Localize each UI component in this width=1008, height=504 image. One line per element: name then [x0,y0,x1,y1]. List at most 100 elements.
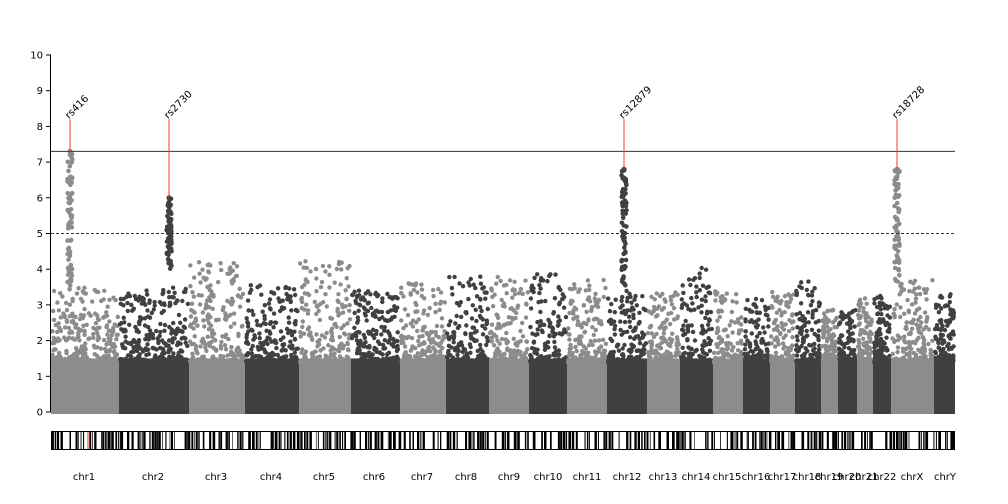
chromosome-points-chr21 [855,296,874,414]
snp-point [656,358,662,363]
chromosome-points-chr20 [836,308,858,414]
snp-point [464,351,470,356]
density-bar [334,432,336,449]
snp-point [301,331,307,336]
snp-point [466,280,471,285]
snp-point [377,341,382,347]
snp-point [106,353,111,358]
snp-point [857,297,863,302]
snp-point [428,349,433,354]
snp-point [273,340,278,345]
snp-point [489,322,495,327]
snp-point [93,359,99,364]
snp-point [192,320,197,325]
snp-point [496,321,501,327]
snp-point [153,359,158,365]
snp-point [290,343,295,348]
snp-point [743,329,748,334]
snp-point [894,200,900,206]
snp-point [415,328,420,334]
snp-point [58,328,63,334]
snp-point [417,359,422,364]
snp-point [227,271,232,276]
density-bar [239,432,242,449]
snp-point [917,330,923,335]
snp-point [54,355,59,360]
snp-point [337,334,342,340]
snp-point [738,351,744,357]
snp-point [933,350,939,356]
snp-point [594,359,600,364]
dense-points-chr20 [838,358,857,414]
snp-point [628,335,633,340]
snp-point [774,335,779,340]
chromosome-label-chr14: chr14 [682,472,711,483]
chromosome-label-chr12: chr12 [613,472,642,483]
snp-point [123,346,128,351]
snp-point [404,359,409,364]
snp-point [561,305,567,310]
snp-point [137,356,142,361]
snp-point [545,279,550,284]
snp-point [374,328,379,334]
snp-point [291,287,297,292]
snp-point [553,272,558,277]
snp-point [446,358,452,364]
snp-point [231,311,237,316]
snp-point [459,314,464,320]
y-tick-label: 6 [37,193,43,204]
snp-point [104,313,110,318]
snp-point [609,338,615,344]
snp-point [609,350,614,355]
snp-point [908,341,913,346]
density-bar [151,432,154,449]
chromosome-label-chr9: chr9 [498,472,520,483]
snp-point [729,319,734,324]
snp-point [308,269,313,274]
density-bar [154,432,157,449]
snp-point [401,326,406,331]
density-bar [92,432,93,449]
snp-point [751,356,756,361]
snp-point [108,336,113,342]
y-tick-label: 1 [37,372,43,383]
snp-point [689,323,694,328]
snp-point [489,339,495,344]
snp-point [735,317,741,322]
snp-point [379,324,384,330]
snp-point [603,341,609,346]
density-bar [790,432,793,449]
snp-point [382,346,388,351]
snp-point [436,286,441,292]
snp-point [572,286,577,291]
snp-point [448,319,453,324]
snp-point [697,271,702,276]
snp-point [795,338,800,343]
snp-point [745,351,750,356]
snp-point [824,316,829,321]
snp-point [821,331,826,336]
snp-point [924,297,929,302]
snp-point [631,343,636,348]
snp-point [305,308,311,313]
snp-point [942,327,948,333]
snp-point [654,348,659,353]
snp-point [414,320,419,325]
snp-point [591,332,596,338]
snp-point [353,298,358,304]
snp-point [109,333,115,338]
snp-point [258,323,263,328]
snp-point [456,343,462,348]
snp-point [693,348,698,354]
snp-point [198,344,203,349]
snp-point [323,359,328,364]
snp-point [724,291,729,296]
snp-point [626,314,632,319]
snp-point [167,241,173,247]
density-bar [471,432,473,449]
snp-point [730,330,735,335]
snp-point [66,335,72,340]
snp-point [796,348,801,353]
snp-point [169,327,174,332]
snp-point [656,304,662,309]
